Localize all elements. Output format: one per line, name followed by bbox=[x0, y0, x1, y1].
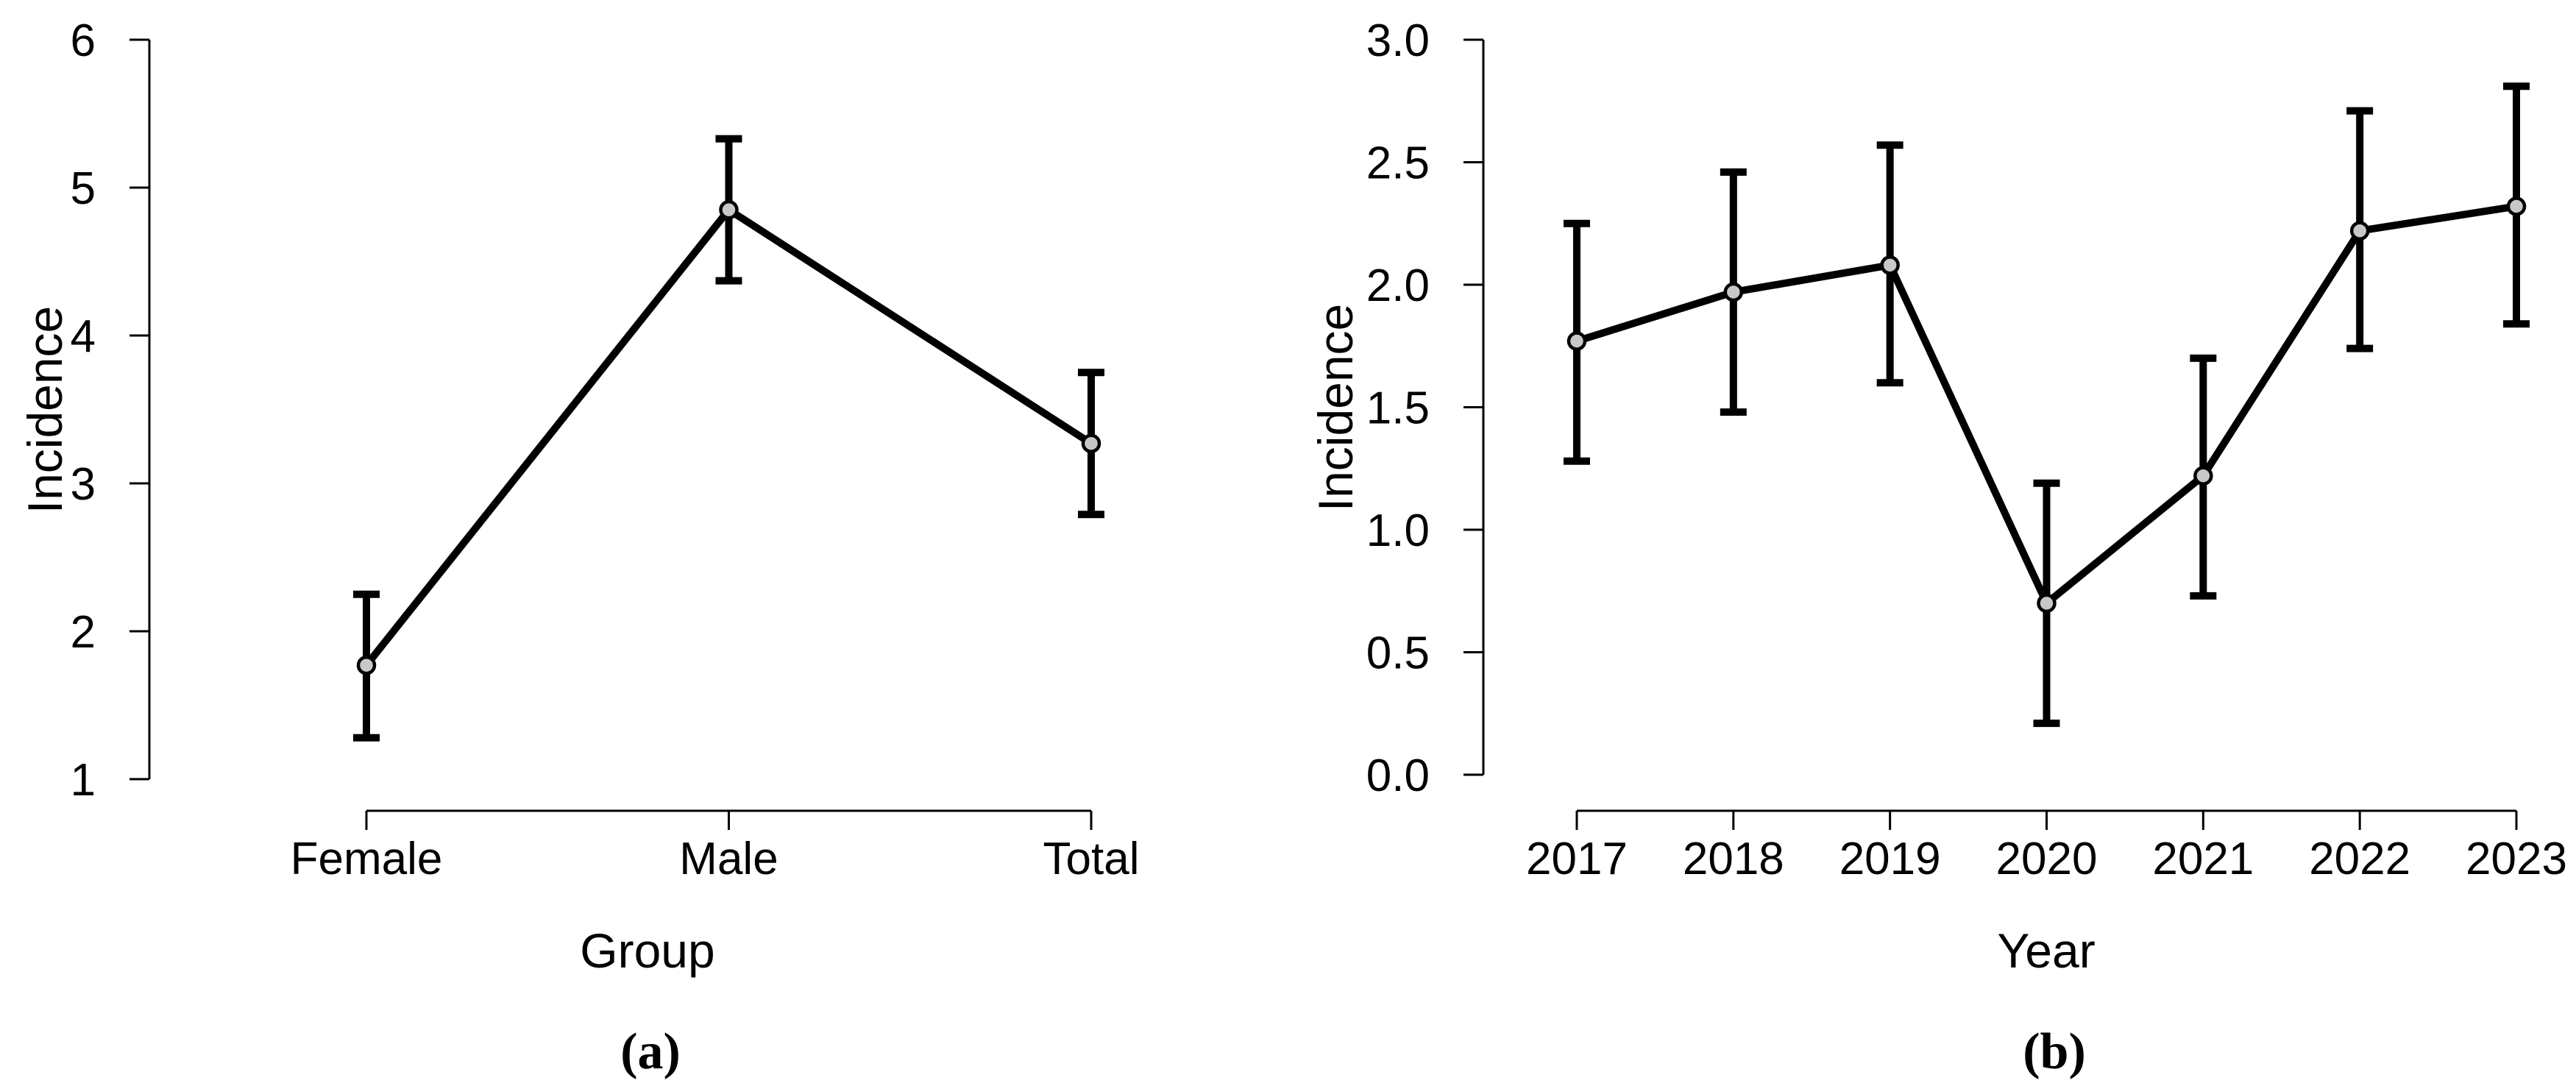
y-tick-label: 2.0 bbox=[1366, 260, 1430, 311]
panel-b-x-axis-title: Year bbox=[1997, 923, 2095, 978]
panel-b-plot-area: 0.0 0.5 1.0 1.5 2.0 2.5 3.0 2017 2018 2019 2020 202… bbox=[1366, 15, 2567, 884]
data-point bbox=[2349, 221, 2370, 241]
y-tick-label: 0.0 bbox=[1366, 750, 1430, 801]
x-tick-label: 2019 bbox=[1839, 834, 1941, 884]
data-point bbox=[719, 199, 739, 220]
x-tick-label: 2020 bbox=[1996, 834, 2098, 884]
panel-a-letter: (a) bbox=[620, 1023, 681, 1080]
x-tick-label: Male bbox=[679, 834, 778, 884]
y-tick-label: 3.0 bbox=[1366, 15, 1430, 66]
panel-a-plot-area: 1 2 3 4 5 6 Female Male Total bbox=[71, 15, 1140, 884]
panel-a: Incidence Group (a) 1 2 3 4 5 6 Female Male Tota… bbox=[18, 15, 1139, 1080]
panel-b-letter: (b) bbox=[2023, 1023, 2086, 1080]
data-point bbox=[356, 655, 377, 675]
y-tick-label: 6 bbox=[71, 15, 96, 66]
y-tick-label: 1 bbox=[71, 755, 96, 806]
panel-b-y-axis-title: Incidence bbox=[1308, 304, 1363, 512]
data-point bbox=[2193, 466, 2213, 486]
x-tick-label: Total bbox=[1043, 834, 1140, 884]
data-point bbox=[2506, 196, 2527, 216]
y-tick-label: 1.0 bbox=[1366, 505, 1430, 556]
data-point bbox=[1566, 331, 1587, 351]
y-tick-label: 4 bbox=[71, 311, 96, 362]
panel-a-y-axis-title: Incidence bbox=[18, 306, 72, 514]
y-tick-label: 0.5 bbox=[1366, 628, 1430, 679]
y-tick-label: 5 bbox=[71, 163, 96, 214]
x-tick-label: 2021 bbox=[2152, 834, 2254, 884]
panel-b: Incidence Year (b) 0.0 0.5 1.0 1.5 2.0 2.5 3.0… bbox=[1308, 15, 2567, 1080]
y-tick-label: 2.5 bbox=[1366, 138, 1430, 189]
data-point bbox=[2037, 593, 2057, 614]
data-point bbox=[1081, 433, 1101, 453]
y-tick-label: 2 bbox=[71, 607, 96, 658]
x-tick-label: 2023 bbox=[2466, 834, 2567, 884]
x-tick-label: 2022 bbox=[2309, 834, 2410, 884]
data-point bbox=[1880, 255, 1900, 275]
x-tick-label: 2017 bbox=[1526, 834, 1628, 884]
x-tick-label: Female bbox=[291, 834, 443, 884]
y-tick-label: 3 bbox=[71, 459, 96, 510]
x-tick-label: 2018 bbox=[1683, 834, 1784, 884]
panel-a-x-axis-title: Group bbox=[580, 923, 714, 978]
y-tick-label: 1.5 bbox=[1366, 383, 1430, 434]
data-point bbox=[1723, 282, 1744, 302]
